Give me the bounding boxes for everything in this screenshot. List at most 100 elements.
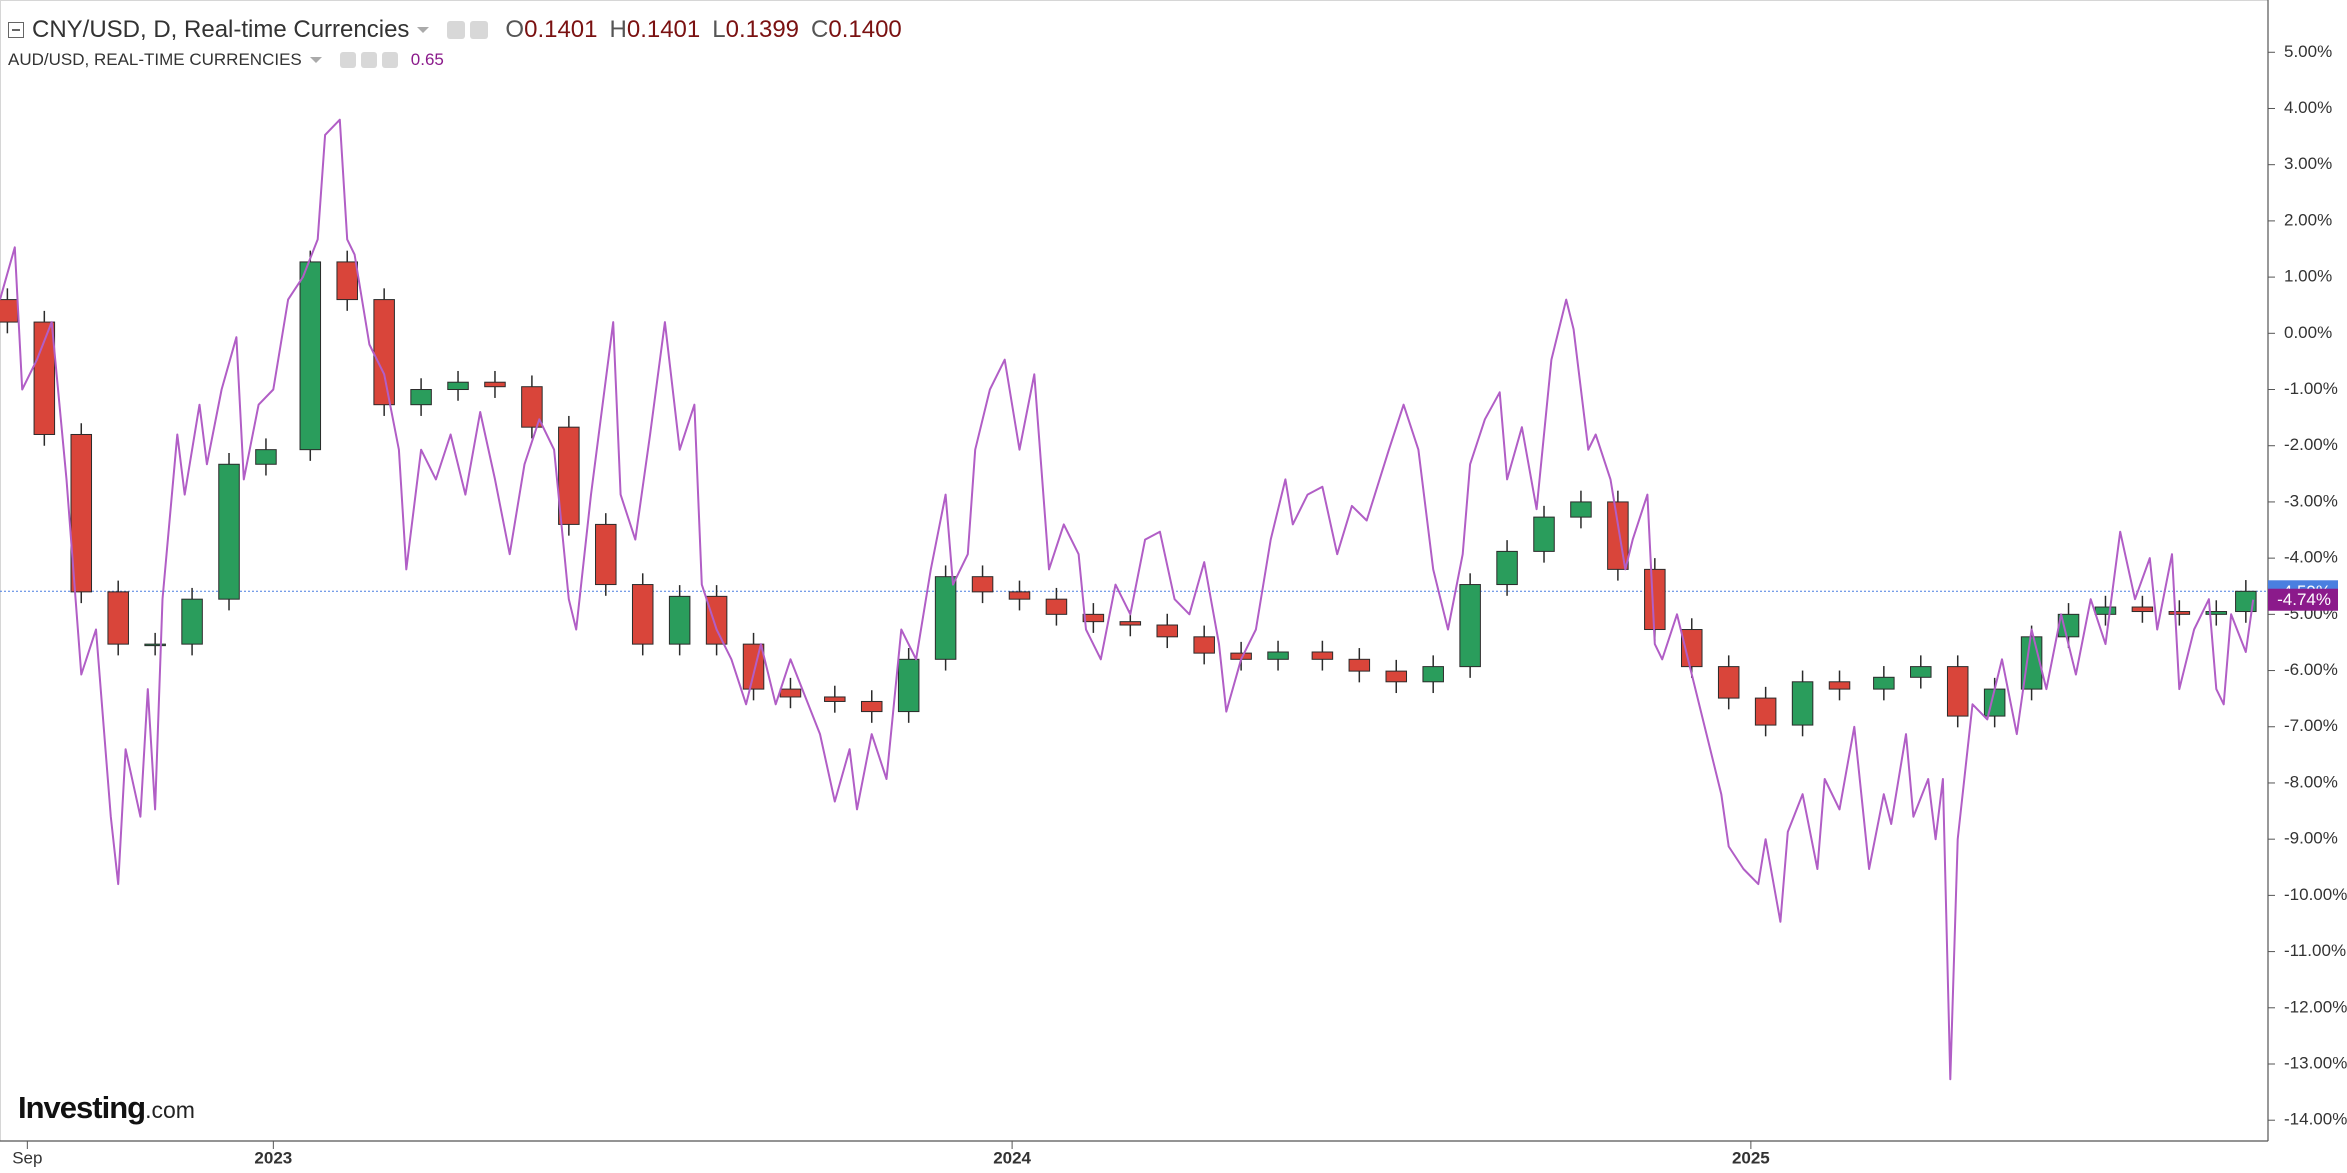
visibility-icon[interactable] bbox=[339, 52, 356, 68]
y-tick-label: 4.00% bbox=[2284, 98, 2332, 117]
candle-body bbox=[1267, 651, 1289, 660]
candle-body bbox=[742, 643, 765, 690]
candle-body bbox=[1082, 613, 1105, 623]
y-tick-label: -3.00% bbox=[2284, 491, 2338, 510]
candle-body bbox=[1311, 651, 1334, 660]
collapse-button[interactable] bbox=[8, 22, 24, 38]
candle-body bbox=[410, 389, 432, 406]
overlay-line bbox=[0, 118, 2255, 1081]
y-tick-label: -13.00% bbox=[2284, 1053, 2347, 1072]
candle-body bbox=[1828, 681, 1851, 690]
candle-body bbox=[1496, 550, 1518, 586]
y-tick-label: -11.00% bbox=[2284, 941, 2346, 960]
candle-body bbox=[1008, 591, 1031, 600]
candle-body bbox=[336, 261, 358, 301]
watermark: Investing.com bbox=[18, 1090, 195, 1126]
remove-icon[interactable] bbox=[381, 52, 398, 68]
candle-body bbox=[0, 299, 19, 323]
candle-body bbox=[595, 523, 617, 586]
watermark-suffix: .com bbox=[145, 1097, 195, 1123]
settings-icon[interactable] bbox=[470, 21, 489, 39]
candle-body bbox=[1045, 598, 1068, 615]
candle-body bbox=[1570, 501, 1592, 518]
ohlc-value: 0.1400 bbox=[828, 16, 902, 43]
candle-body bbox=[107, 591, 129, 645]
x-tick-label: 2024 bbox=[993, 1148, 1031, 1167]
candle-body bbox=[1385, 670, 1408, 683]
symbol-name: CNY/USD, D, Real-time Currencies bbox=[32, 16, 410, 43]
candle-body bbox=[1717, 666, 1740, 699]
candle-body bbox=[2235, 590, 2257, 613]
y-tick-label: -14.00% bbox=[2284, 1110, 2347, 1129]
candle-body bbox=[447, 381, 469, 391]
candle-body bbox=[1644, 568, 1666, 631]
y-tick-label: -2.00% bbox=[2284, 435, 2338, 454]
x-tick-label: 2025 bbox=[1732, 1148, 1770, 1167]
y-tick-label: 0.00% bbox=[2284, 323, 2332, 342]
candle-body bbox=[971, 576, 994, 593]
y-tick-label: -9.00% bbox=[2284, 829, 2338, 848]
ohlc-value: 0.1401 bbox=[626, 16, 701, 43]
candle-body bbox=[144, 643, 166, 647]
watermark-brand: Investing bbox=[18, 1090, 146, 1125]
candle-body bbox=[1533, 516, 1555, 552]
candle-body bbox=[779, 688, 802, 698]
y-tick-label: 5.00% bbox=[2284, 42, 2332, 61]
candle-body bbox=[1119, 621, 1142, 626]
x-tick-label: Sep bbox=[12, 1148, 42, 1167]
y-tick-label: -7.00% bbox=[2284, 716, 2338, 735]
ohlc-value: 0.1399 bbox=[725, 16, 800, 43]
y-tick-label: 2.00% bbox=[2284, 210, 2332, 229]
candle-body bbox=[668, 595, 691, 645]
candle-body bbox=[1946, 666, 1969, 717]
ohlc-value: 0.1401 bbox=[524, 16, 598, 43]
candle-body bbox=[218, 463, 240, 600]
price-label-box bbox=[2268, 588, 2338, 611]
y-tick-label: -8.00% bbox=[2284, 772, 2338, 791]
candle-body bbox=[1459, 584, 1481, 668]
candle-body bbox=[1607, 501, 1629, 570]
candle-body bbox=[2168, 611, 2191, 615]
candle-body bbox=[1910, 666, 1932, 678]
main-legend: CNY/USD, D, Real-time Currencies O0.1401… bbox=[8, 16, 902, 44]
candle-body bbox=[824, 696, 846, 702]
candle-body bbox=[70, 433, 93, 593]
ohlc-key: H bbox=[609, 16, 627, 43]
y-tick-label: -10.00% bbox=[2284, 885, 2347, 904]
y-tick-label: 1.00% bbox=[2284, 267, 2332, 286]
y-tick-label: 3.00% bbox=[2284, 154, 2332, 173]
candle-body bbox=[860, 700, 883, 713]
candle-body bbox=[1791, 681, 1814, 726]
candles bbox=[0, 250, 2257, 737]
candle-body bbox=[897, 658, 920, 713]
candle-body bbox=[934, 576, 957, 660]
symbol-dropdown[interactable] bbox=[417, 27, 430, 33]
candle-body bbox=[521, 386, 543, 428]
candle-body bbox=[299, 261, 322, 451]
candle-body bbox=[1422, 666, 1444, 683]
y-tick-label: -6.00% bbox=[2284, 660, 2338, 679]
y-tick-label: -12.00% bbox=[2284, 997, 2347, 1016]
candle-body bbox=[1156, 624, 1179, 638]
candle-body bbox=[33, 321, 56, 435]
settings-icon[interactable] bbox=[360, 52, 377, 68]
candle-body bbox=[1348, 658, 1371, 672]
overlay-name: AUD/USD, REAL-TIME CURRENCIES bbox=[8, 50, 302, 69]
candle-body bbox=[2094, 606, 2117, 615]
ohlc-key: O bbox=[505, 16, 525, 43]
candle-body bbox=[181, 598, 203, 645]
y-tick-label: -4.00% bbox=[2284, 548, 2338, 567]
candle-body bbox=[558, 426, 580, 525]
candle-body bbox=[631, 584, 654, 645]
overlay-legend: AUD/USD, REAL-TIME CURRENCIES 0.65 bbox=[8, 50, 444, 70]
overlay-dropdown[interactable] bbox=[309, 57, 322, 63]
candle-body bbox=[1193, 636, 1215, 654]
visibility-icon[interactable] bbox=[447, 21, 466, 39]
plot-frame bbox=[0, 0, 2269, 1142]
candle-body bbox=[484, 381, 506, 388]
candle-body bbox=[1754, 697, 1777, 726]
candle-body bbox=[2205, 611, 2228, 615]
overlay-last-value: 0.65 bbox=[410, 50, 444, 69]
